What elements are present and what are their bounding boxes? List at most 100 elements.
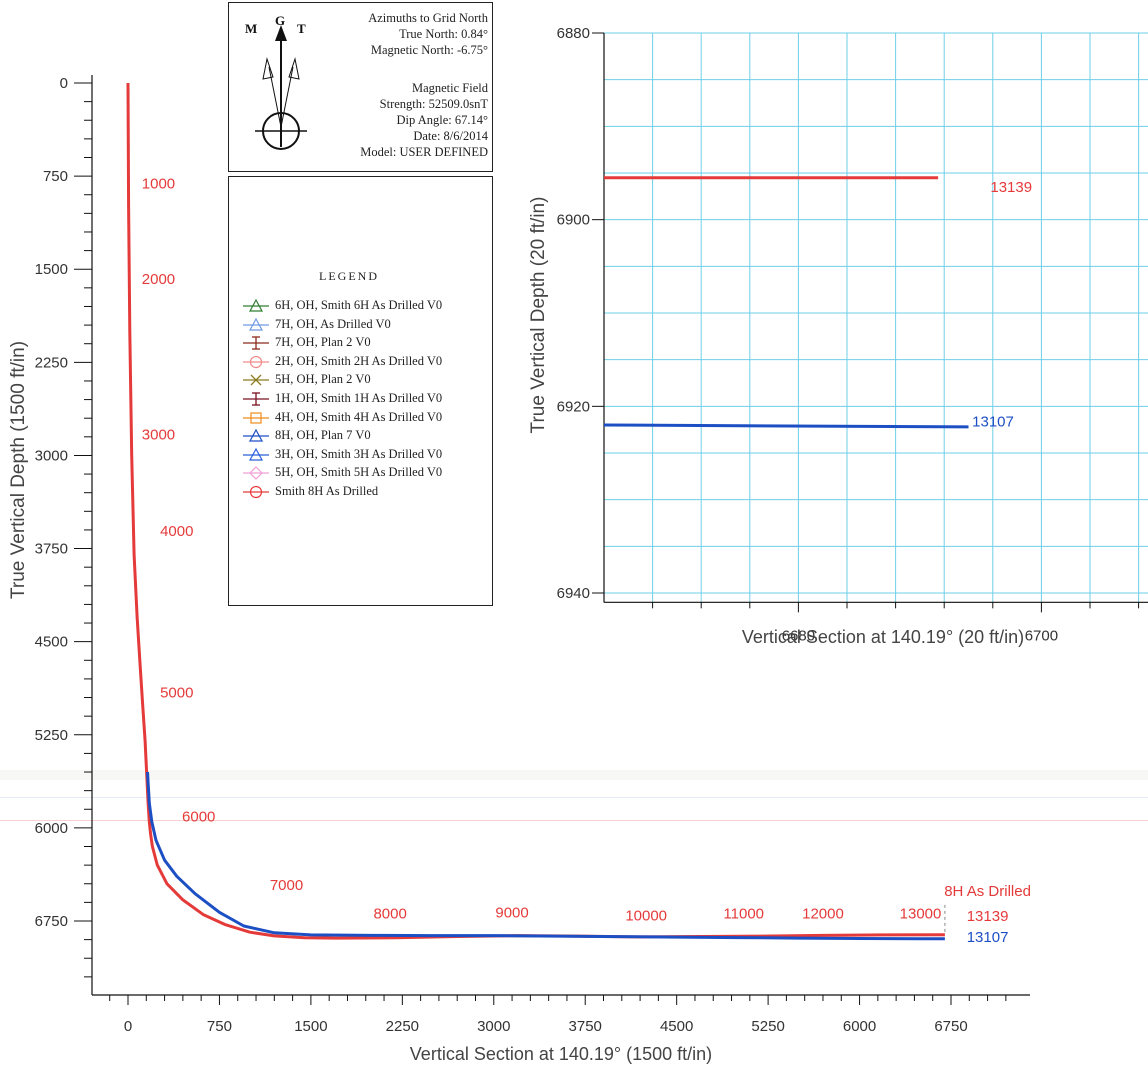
x-tick-label: 6000 <box>843 1018 876 1035</box>
legend-item: 6H, OH, Smith 6H As Drilled V0 <box>241 297 501 315</box>
scan-streak <box>0 797 1148 798</box>
info-true-north: True North: 0.84° <box>399 27 488 41</box>
legend-title: LEGEND <box>319 269 379 283</box>
inset-series <box>603 176 969 429</box>
legend-item-label: 2H, OH, Smith 2H As Drilled V0 <box>275 353 443 368</box>
north-arrow-icon: M G T <box>245 13 307 150</box>
inset-y-tick-label: 6900 <box>557 212 590 229</box>
y-tick-label: 6750 <box>35 913 68 930</box>
y-tick-label: 750 <box>43 168 68 185</box>
legend-box: LEGEND 6H, OH, Smith 6H As Drilled V0 7H,… <box>228 176 493 606</box>
info-model: Model: USER DEFINED <box>360 145 488 159</box>
inset-y-tick-label: 6940 <box>557 585 590 602</box>
md-label: 4000 <box>160 523 193 540</box>
y-tick-label: 1500 <box>35 261 68 278</box>
legend-marker-icon <box>243 355 269 368</box>
y-tick-label: 3750 <box>35 541 68 558</box>
legend-item: 4H, OH, Smith 4H As Drilled V0 <box>241 409 501 427</box>
legend-marker-icon <box>243 428 269 442</box>
legend-marker-icon <box>243 447 269 461</box>
legend-item-label: 3H, OH, Smith 3H As Drilled V0 <box>275 446 443 461</box>
legend-item: Smith 8H As Drilled <box>241 483 501 501</box>
legend-item: 1H, OH, Smith 1H As Drilled V0 <box>241 390 501 408</box>
legend-marker-icon <box>243 485 269 499</box>
md-label: 3000 <box>142 426 175 443</box>
x-tick-label: 5250 <box>751 1018 784 1035</box>
legend-item: 7H, OH, As Drilled V0 <box>241 316 501 334</box>
legend-item: 5H, OH, Smith 5H As Drilled V0 <box>241 464 501 482</box>
legend-item-label: 7H, OH, As Drilled V0 <box>275 316 391 331</box>
md-label: 10000 <box>625 907 667 924</box>
inset-grid <box>603 32 1148 603</box>
legend-item-label: 5H, OH, Plan 2 V0 <box>275 372 371 387</box>
y-axis-label: True Vertical Depth (1500 ft/in) <box>8 341 29 599</box>
x-tick-label: 6750 <box>934 1018 967 1035</box>
compass-label-g: G <box>275 13 285 28</box>
series-line <box>146 771 945 941</box>
inset-end-label: 13139 <box>990 179 1032 196</box>
inset-chart: 6880690069206940668067006720Vertical Sec… <box>528 25 1148 647</box>
info-magnetic-north: Magnetic North: -6.75° <box>370 43 488 57</box>
compass-label-m: M <box>245 21 257 36</box>
legend-item-label: 7H, OH, Plan 2 V0 <box>275 335 371 350</box>
legend-marker-icon <box>243 374 269 386</box>
legend-marker-icon <box>243 298 269 312</box>
info-strength: Strength: 52509.0snT <box>379 97 488 111</box>
end-label: 13107 <box>967 929 1009 946</box>
inset-x-axis-label: Vertical Section at 140.19° (20 ft/in) <box>742 627 1024 647</box>
legend-marker-icon <box>243 317 269 331</box>
md-label: 5000 <box>160 685 193 702</box>
y-tick-label: 2250 <box>35 354 68 371</box>
legend-marker-icon <box>243 392 269 406</box>
y-tick-label: 6000 <box>35 820 68 837</box>
main-labels: 1000 2000 3000 4000 5000 6000 7000 8000 9000 1000… <box>142 176 1031 947</box>
y-tick-label: 4500 <box>35 634 68 651</box>
md-label: 1000 <box>142 176 175 193</box>
compass-box: M G T Azimuths to Grid North True North:… <box>228 2 493 172</box>
y-tick-label: 5250 <box>35 727 68 744</box>
compass-label-t: T <box>297 21 306 36</box>
legend-item-label: 8H, OH, Plan 7 V0 <box>275 428 371 443</box>
end-label: 13139 <box>967 908 1009 925</box>
legend-item-label: 5H, OH, Smith 5H As Drilled V0 <box>275 465 443 480</box>
x-tick-label: 0 <box>124 1018 132 1035</box>
x-tick-label: 3000 <box>477 1018 510 1035</box>
info-date: Date: 8/6/2014 <box>413 129 488 143</box>
info-dip-angle: Dip Angle: 67.14° <box>396 113 488 127</box>
info-magnetic-field: Magnetic Field <box>411 81 488 95</box>
main-axes: 0 750 1500 2250 3000 3750 4500 5250 6000 6750 0 750… <box>8 75 1030 1064</box>
inset-x-tick-label: 6680 <box>782 627 815 644</box>
md-label: 7000 <box>270 877 303 894</box>
legend-item: 2H, OH, Smith 2H As Drilled V0 <box>241 353 501 371</box>
inset-end-label: 13107 <box>972 413 1014 430</box>
legend-item: 3H, OH, Smith 3H As Drilled V0 <box>241 446 501 464</box>
scan-streak <box>0 820 1148 821</box>
legend-marker-icon <box>243 411 269 424</box>
x-tick-label: 4500 <box>660 1018 693 1035</box>
md-label: 9000 <box>495 904 528 921</box>
x-tick-label: 1500 <box>294 1018 327 1035</box>
legend-marker-icon <box>243 336 269 350</box>
legend-item-label: Smith 8H As Drilled <box>275 484 379 498</box>
main-series <box>126 82 945 941</box>
md-label: 2000 <box>142 271 175 288</box>
inset-labels: 13139 13107 <box>972 179 1032 430</box>
md-label: 6000 <box>182 809 215 826</box>
info-azimuths: Azimuths to Grid North <box>368 11 488 25</box>
y-tick-label: 0 <box>60 75 68 92</box>
md-label: 13000 <box>900 906 942 923</box>
md-label: 12000 <box>802 906 844 923</box>
md-label: 11000 <box>723 906 764 923</box>
x-tick-label: 750 <box>207 1018 232 1035</box>
legend-item: 8H, OH, Plan 7 V0 <box>241 427 501 445</box>
x-axis-label: Vertical Section at 140.19° (1500 ft/in) <box>410 1044 712 1064</box>
inset-axes: 6880690069206940668067006720Vertical Sec… <box>528 25 1148 647</box>
x-tick-label: 2250 <box>386 1018 419 1035</box>
scan-streak <box>0 770 1148 780</box>
legend-item-label: 4H, OH, Smith 4H As Drilled V0 <box>275 409 443 424</box>
legend-marker-icon <box>243 466 269 481</box>
inset-y-tick-label: 6880 <box>557 25 590 42</box>
inset-y-tick-label: 6920 <box>557 398 590 415</box>
